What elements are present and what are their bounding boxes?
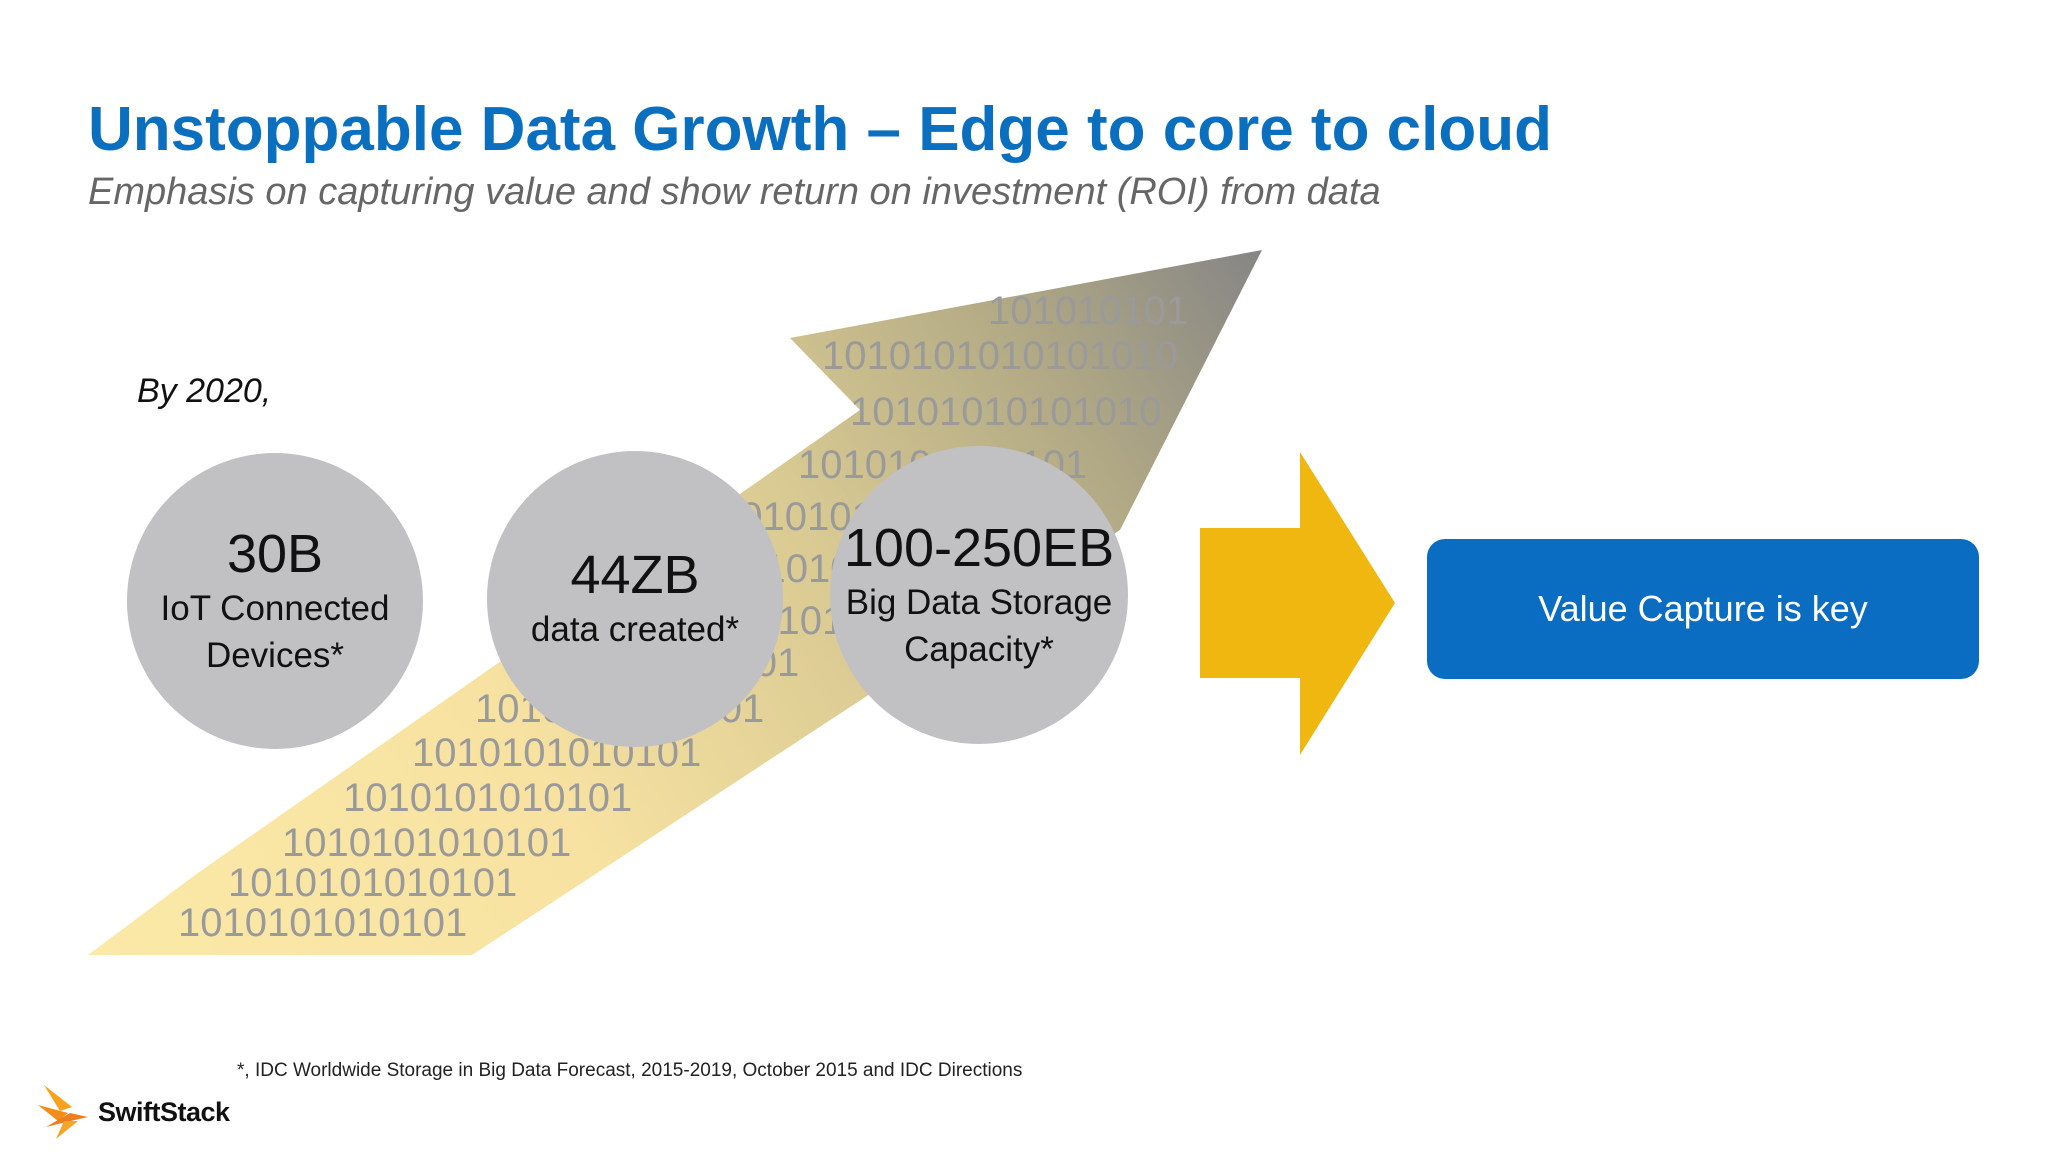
stat-value: 44ZB: [570, 545, 700, 606]
stat-value: 30B: [226, 523, 324, 584]
right-arrow: [1200, 452, 1395, 755]
slide-title: Unstoppable Data Growth – Edge to core t…: [88, 95, 1552, 164]
binary-line: 1010101010101: [178, 901, 467, 945]
binary-line: 1010101010101: [282, 821, 571, 865]
binary-line: 101010101: [988, 289, 1188, 333]
swiftstack-bird-icon: [38, 1085, 88, 1139]
binary-line: 1010101010101: [343, 776, 632, 820]
swiftstack-logo: SwiftStack: [38, 1083, 230, 1141]
stat-value: 100-250EB: [843, 517, 1115, 578]
stat-circle-data-created: 44ZB data created*: [487, 451, 783, 747]
stat-label: data created*: [530, 610, 740, 650]
binary-line: 10101010101010: [850, 390, 1161, 434]
logo-text: SwiftStack: [98, 1096, 230, 1127]
value-capture-callout: Value Capture is key: [1427, 539, 1979, 679]
footnote: *, IDC Worldwide Storage in Big Data For…: [237, 1060, 1023, 1081]
stat-circle-storage: 100-250EB Big Data Storage Capacity*: [830, 446, 1128, 744]
stat-circle-iot: 30B IoT Connected Devices*: [127, 453, 423, 749]
slide-subtitle: Emphasis on capturing value and show ret…: [88, 171, 1381, 213]
stat-label: Devices*: [205, 636, 345, 676]
stat-label: Capacity*: [904, 630, 1054, 670]
binary-line: 1010101010101: [228, 861, 517, 905]
binary-line: 1010101010101010: [822, 334, 1178, 378]
stat-label: IoT Connected: [160, 588, 390, 628]
intro-text: By 2020,: [137, 372, 272, 410]
stat-label: Big Data Storage: [845, 582, 1113, 622]
